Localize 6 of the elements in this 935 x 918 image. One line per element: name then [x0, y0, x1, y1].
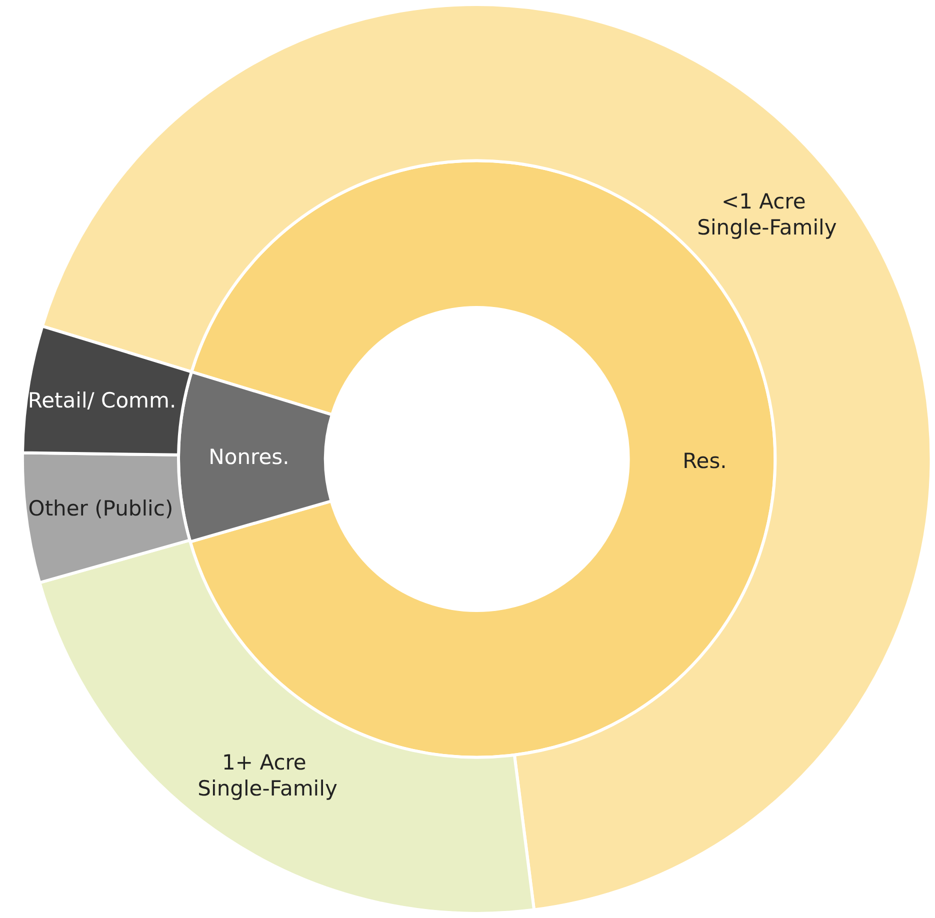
slice-label: 1+ Acre Single-Family: [198, 750, 338, 800]
slice-label: Other (Public): [28, 496, 174, 521]
slice-label: Nonres.: [208, 445, 290, 470]
slice-label: Res.: [682, 448, 727, 473]
slice-label: Retail/ Comm.: [28, 388, 176, 412]
slice-label: <1 Acre Single-Family: [697, 190, 837, 240]
